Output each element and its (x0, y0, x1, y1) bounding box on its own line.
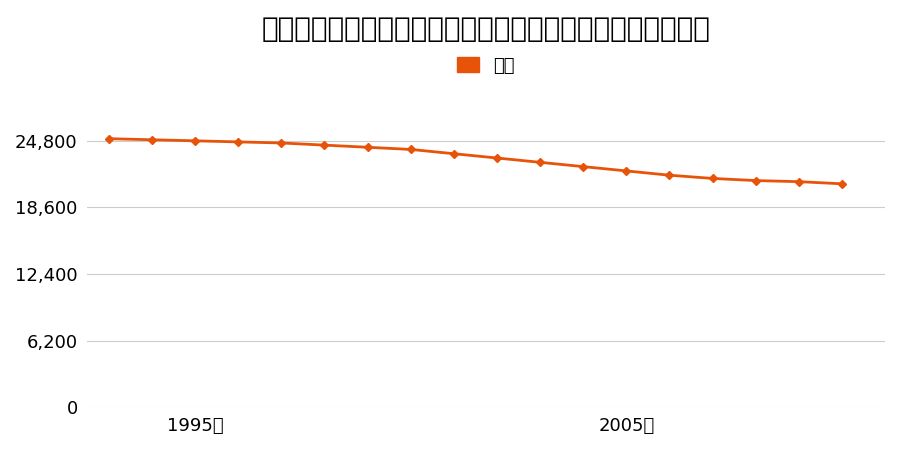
価格 (751, 178, 761, 183)
価格 (233, 139, 244, 144)
価格 (578, 164, 589, 169)
価格 (491, 155, 502, 161)
価格 (794, 179, 805, 184)
価格 (147, 137, 158, 143)
価格 (448, 151, 459, 157)
価格 (405, 147, 416, 152)
価格 (707, 176, 718, 181)
Line: 価格: 価格 (106, 135, 845, 187)
価格 (320, 142, 330, 148)
Legend: 価格: 価格 (450, 50, 522, 82)
Title: 滋賀県東浅井郡湖北町大字速水字西足掛３４番５の地価推移: 滋賀県東浅井郡湖北町大字速水字西足掛３４番５の地価推移 (262, 15, 711, 43)
価格 (190, 138, 201, 144)
価格 (535, 160, 545, 165)
価格 (621, 168, 632, 174)
価格 (276, 140, 287, 146)
価格 (836, 181, 847, 186)
価格 (664, 172, 675, 178)
価格 (362, 144, 373, 150)
価格 (104, 136, 114, 141)
